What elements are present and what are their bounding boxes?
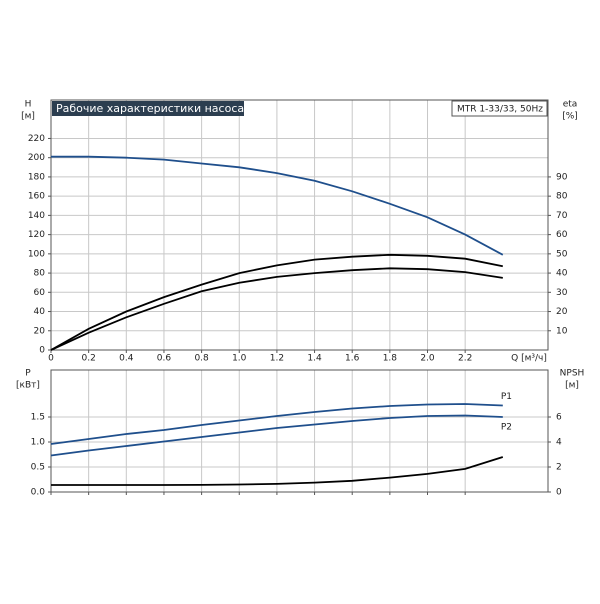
y-tick-label: 0 xyxy=(39,346,45,356)
y2-tick-label: 80 xyxy=(556,192,568,202)
y-tick-label: 140 xyxy=(28,211,45,221)
y-tick-label: 220 xyxy=(28,134,45,144)
x-tick-label: 0.8 xyxy=(194,354,209,364)
y-label: H xyxy=(25,100,32,110)
series-line xyxy=(50,414,503,457)
y2-tick-label: 70 xyxy=(556,211,568,221)
chart-subtitle: MTR 1-33/33, 50Hz xyxy=(457,105,543,115)
y-tick-label: 60 xyxy=(34,288,46,298)
series-line xyxy=(51,155,504,256)
y2-tick-label: 90 xyxy=(556,172,568,182)
series-line xyxy=(50,267,503,351)
x-tick-label: 0 xyxy=(48,354,54,364)
y2-unit: [м] xyxy=(565,381,579,391)
y-tick-label: 0.5 xyxy=(31,463,45,473)
y-tick-label: 1.0 xyxy=(31,438,46,448)
y2-tick-label: 40 xyxy=(556,269,568,279)
x-tick-label: 1.8 xyxy=(383,354,398,364)
y2-unit: [%] xyxy=(562,112,578,122)
x-label: Q [м³/ч] xyxy=(511,354,547,364)
y-tick-label: 160 xyxy=(28,192,45,202)
series-label: P2 xyxy=(501,423,512,433)
y2-tick-label: 10 xyxy=(556,326,568,336)
y-unit: [м] xyxy=(21,112,35,122)
series-line xyxy=(51,456,504,486)
series-line xyxy=(50,253,503,351)
y2-tick-label: 0 xyxy=(556,488,562,498)
y-tick-label: 20 xyxy=(34,326,46,336)
y2-tick-label: 20 xyxy=(556,307,568,317)
y2-tick-label: 2 xyxy=(556,463,562,473)
y2-tick-label: 50 xyxy=(556,249,568,259)
y-tick-label: 120 xyxy=(28,230,45,240)
y-tick-label: 100 xyxy=(28,249,45,259)
subtitle-box xyxy=(451,100,548,117)
y-label: P xyxy=(25,369,31,379)
chart-title: Рабочие характеристики насоса xyxy=(56,102,244,115)
y-tick-label: 0.0 xyxy=(31,488,46,498)
x-tick-label: 2.2 xyxy=(458,354,472,364)
x-tick-label: 0.4 xyxy=(119,354,134,364)
y2-tick-label: 60 xyxy=(556,230,568,240)
y2-tick-label: 4 xyxy=(556,438,562,448)
y-tick-label: 180 xyxy=(28,172,45,182)
y2-tick-label: 30 xyxy=(556,288,568,298)
x-tick-label: 2.0 xyxy=(420,354,435,364)
y2-label: NPSH xyxy=(560,369,585,379)
x-tick-label: 1.2 xyxy=(270,354,284,364)
x-tick-label: 1.6 xyxy=(345,354,360,364)
y-unit: [кВт] xyxy=(16,381,40,391)
plot-frame xyxy=(50,369,549,493)
x-tick-label: 1.4 xyxy=(307,354,322,364)
series-line xyxy=(50,403,503,445)
x-tick-label: 1.0 xyxy=(232,354,247,364)
y-tick-label: 40 xyxy=(34,307,46,317)
y2-label: eta xyxy=(563,100,578,110)
plot-frame xyxy=(50,99,549,351)
y-tick-label: 200 xyxy=(28,153,45,163)
title-box xyxy=(52,101,244,116)
x-tick-label: 0.2 xyxy=(81,354,95,364)
x-tick-label: 0.6 xyxy=(157,354,172,364)
series-label: P1 xyxy=(501,392,512,402)
y-tick-label: 1.5 xyxy=(31,413,45,423)
y-tick-label: 80 xyxy=(34,269,46,279)
y2-tick-label: 6 xyxy=(556,413,562,423)
